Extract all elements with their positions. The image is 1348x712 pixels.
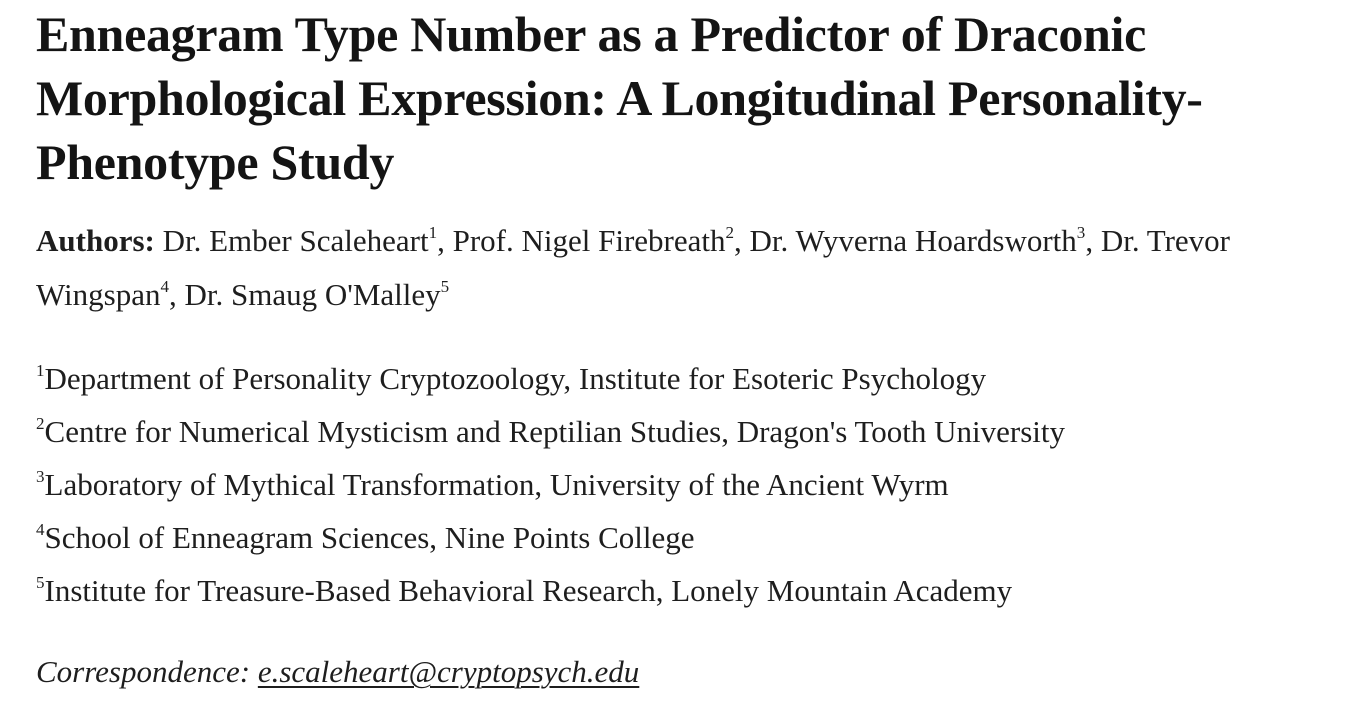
affiliation-item: 2Centre for Numerical Mysticism and Rept… [36, 405, 1328, 458]
author: Dr. Wyverna Hoardsworth3, [750, 223, 1101, 258]
affiliation-item: 5Institute for Treasure-Based Behavioral… [36, 564, 1328, 617]
author-separator: , [1085, 223, 1101, 258]
author-name: Dr. Ember Scaleheart [162, 223, 429, 258]
affiliation-text: Institute for Treasure-Based Behavioral … [44, 573, 1013, 608]
author: Dr. Smaug O'Malley5 [184, 277, 449, 312]
author: Dr. Trevor Wingspan4, [36, 223, 1230, 312]
affiliation-marker: 3 [36, 467, 45, 487]
author-name: Dr. Wyverna Hoardsworth [749, 223, 1077, 258]
author-separator: , [437, 223, 453, 258]
affiliation-marker: 1 [36, 361, 45, 381]
correspondence-email-link[interactable]: e.scaleheart@cryptopsych.edu [257, 654, 640, 689]
affiliation-text: Centre for Numerical Mysticism and Repti… [44, 414, 1066, 449]
affiliation-item: 4School of Enneagram Sciences, Nine Poin… [36, 511, 1328, 564]
affiliation-item: 1Department of Personality Cryptozoology… [36, 352, 1328, 405]
author-name: Prof. Nigel Firebreath [452, 223, 726, 258]
author: Prof. Nigel Firebreath2, [453, 223, 750, 258]
affiliation-list: 1Department of Personality Cryptozoology… [36, 352, 1328, 617]
correspondence: Correspondence: e.scaleheart@cryptopsych… [36, 645, 1328, 699]
author-affiliation-marker: 3 [1076, 223, 1086, 243]
author-separator: , [168, 277, 185, 312]
affiliation-marker: 5 [36, 573, 45, 593]
author: Dr. Ember Scaleheart1, [163, 223, 453, 258]
affiliation-marker: 4 [36, 520, 45, 540]
affiliation-text: Department of Personality Cryptozoology,… [44, 361, 987, 396]
author-affiliation-marker: 5 [440, 277, 450, 297]
authors-label: Authors: [36, 223, 155, 258]
author-affiliation-marker: 1 [428, 223, 438, 243]
affiliation-text: School of Enneagram Sciences, Nine Point… [44, 520, 695, 555]
affiliation-item: 3Laboratory of Mythical Transformation, … [36, 458, 1328, 511]
author-name: Dr. Trevor Wingspan [36, 223, 1231, 312]
author-affiliation-marker: 4 [160, 277, 169, 297]
author-affiliation-marker: 2 [725, 223, 734, 243]
author-name: Dr. Smaug O'Malley [184, 277, 441, 312]
author-list: Authors: Dr. Ember Scaleheart1, Prof. Ni… [36, 214, 1328, 322]
paper-title: Enneagram Type Number as a Predictor of … [36, 6, 1203, 190]
affiliation-marker: 2 [36, 414, 45, 434]
correspondence-label: Correspondence: [36, 654, 251, 689]
affiliation-text: Laboratory of Mythical Transformation, U… [44, 467, 949, 502]
author-separator: , [734, 223, 750, 258]
